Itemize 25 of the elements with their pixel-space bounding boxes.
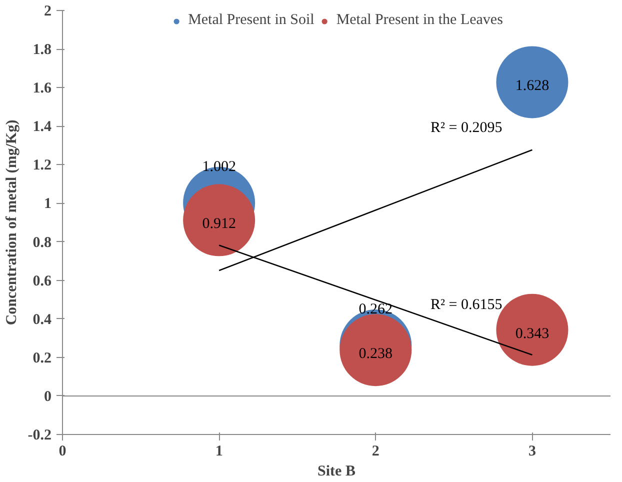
y-tick-label: -0.2 xyxy=(28,428,52,444)
annotation: R² = 0.2095 xyxy=(430,120,502,136)
y-tick-label: 0.2 xyxy=(32,350,52,366)
y-tick-label: 1 xyxy=(44,196,52,212)
data-label: 0.343 xyxy=(515,326,550,342)
x-tick-label: 3 xyxy=(528,444,536,460)
y-axis-title: Concentration of metal (mg/Kg) xyxy=(4,120,20,326)
y-tick-label: 0 xyxy=(44,388,52,405)
annotation: R² = 0.6155 xyxy=(430,296,502,313)
x-tick-label: 0 xyxy=(58,444,66,460)
y-tick-label: 0.8 xyxy=(32,234,52,251)
y-tick-label: 1.6 xyxy=(32,80,52,97)
y-tick-label: 1.2 xyxy=(32,158,52,174)
x-axis-title: Site B xyxy=(318,464,356,480)
legend-label: Metal Present in the Leaves xyxy=(336,12,503,29)
x-tick-label: 2 xyxy=(372,444,380,460)
y-tick-label: 0.4 xyxy=(32,312,52,328)
y-tick-label: 1.8 xyxy=(32,42,52,58)
x-tick-label: 1 xyxy=(215,444,223,460)
data-label: 0.912 xyxy=(202,216,236,232)
legend-label: Metal Present in Soil xyxy=(188,12,314,29)
data-label: 1.628 xyxy=(515,78,550,94)
y-tick-label: 0.6 xyxy=(32,273,52,290)
y-tick-label: 2 xyxy=(44,4,52,20)
y-tick-label: 1.4 xyxy=(32,119,52,136)
